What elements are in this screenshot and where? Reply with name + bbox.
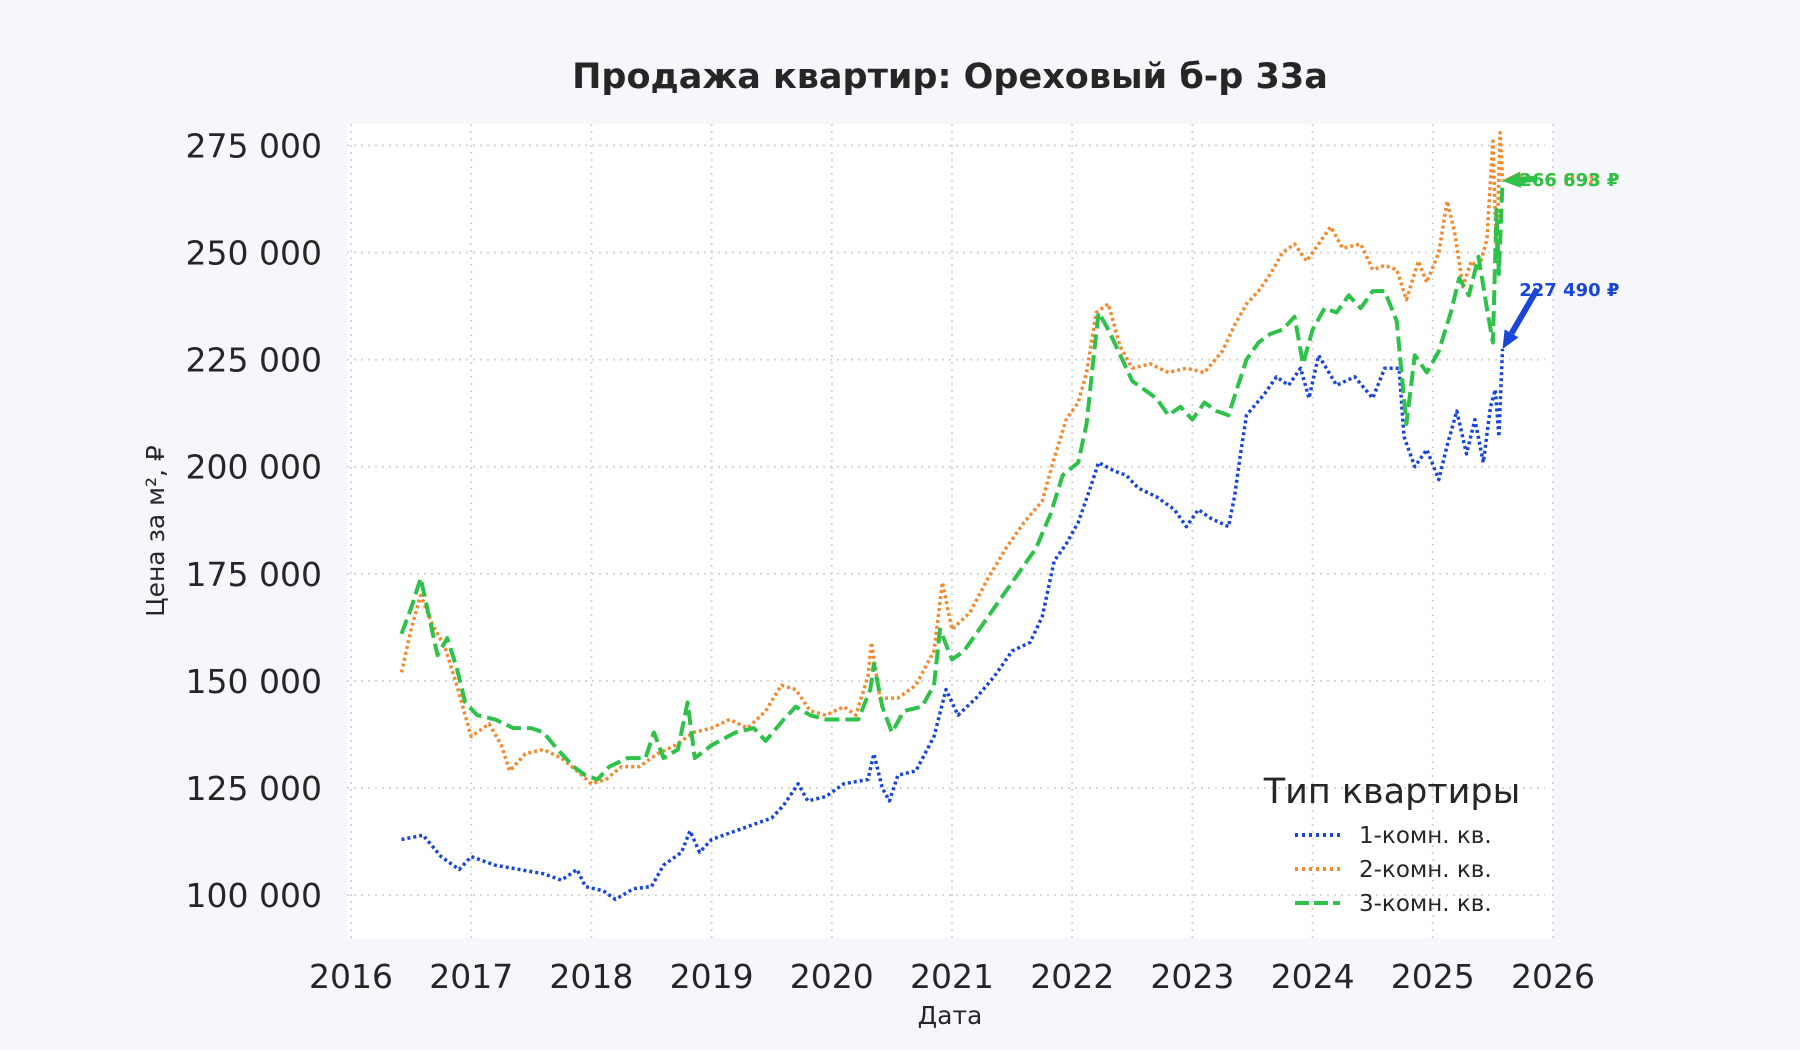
- x-tick-label: 2020: [790, 957, 874, 996]
- annotation-arrowhead: [1502, 329, 1519, 349]
- plot-area: [347, 124, 1553, 938]
- x-tick-label: 2025: [1391, 957, 1475, 996]
- legend-title: Тип квартиры: [1263, 772, 1521, 812]
- y-tick-label: 225 000: [186, 341, 322, 380]
- end-annotations: 227 490 ₽ 266 898 ₽266 693 ₽: [1502, 170, 1619, 349]
- series-line-3-комн-кв: [399, 180, 1505, 782]
- y-tick-label: 100 000: [186, 876, 322, 915]
- legend-items: 1-комн. кв. 2-комн. кв. 3-комн. кв.: [1295, 823, 1492, 917]
- y-tick-label: 150 000: [186, 662, 322, 701]
- y-axis-label: Цена за м², ₽: [141, 445, 170, 617]
- annotation-label: 266 693 ₽: [1519, 170, 1619, 191]
- x-axis-label: Дата: [918, 1001, 983, 1030]
- x-tick-label: 2017: [429, 957, 513, 996]
- x-tick-label: 2018: [549, 957, 633, 996]
- y-axis-ticks: 100 000 125 000 150 000 175 000 200 000 225 0…: [186, 126, 322, 915]
- y-tick-label: 275 000: [186, 126, 322, 165]
- series-line-2-комн-кв: [399, 130, 1505, 786]
- x-tick-label: 2016: [309, 957, 393, 996]
- annotation-label: 227 490 ₽: [1519, 280, 1619, 301]
- legend: Тип квартиры 1-комн. кв. 2-комн. кв. 3-ком…: [1263, 772, 1521, 917]
- series-line-1-комн-кв: [401, 348, 1505, 902]
- legend-label: 3-комн. кв.: [1359, 891, 1492, 917]
- x-tick-label: 2026: [1511, 957, 1595, 996]
- y-tick-label: 250 000: [186, 234, 322, 273]
- annotation-arrowhead: [1502, 171, 1521, 188]
- series-layer: [399, 130, 1505, 902]
- x-axis-ticks: 2016 2017 2018 2019 2020 2021 2022 2023 2024 2025…: [309, 957, 1595, 996]
- x-tick-label: 2019: [670, 957, 754, 996]
- x-tick-label: 2021: [910, 957, 994, 996]
- annotation-arrow: [1508, 287, 1540, 335]
- annotation-label: 266 898 ₽: [1519, 170, 1619, 191]
- annotation-arrow: [1520, 175, 1538, 183]
- x-tick-label: 2023: [1150, 957, 1234, 996]
- y-tick-label: 200 000: [186, 448, 322, 487]
- legend-label: 2-комн. кв.: [1359, 857, 1492, 883]
- chart-title: Продажа квартир: Ореховый б-р 33а: [572, 57, 1328, 97]
- y-tick-label: 125 000: [186, 769, 322, 808]
- x-tick-label: 2022: [1030, 957, 1114, 996]
- y-tick-label: 175 000: [186, 555, 322, 594]
- x-tick-label: 2024: [1271, 957, 1355, 996]
- legend-label: 1-комн. кв.: [1359, 823, 1492, 849]
